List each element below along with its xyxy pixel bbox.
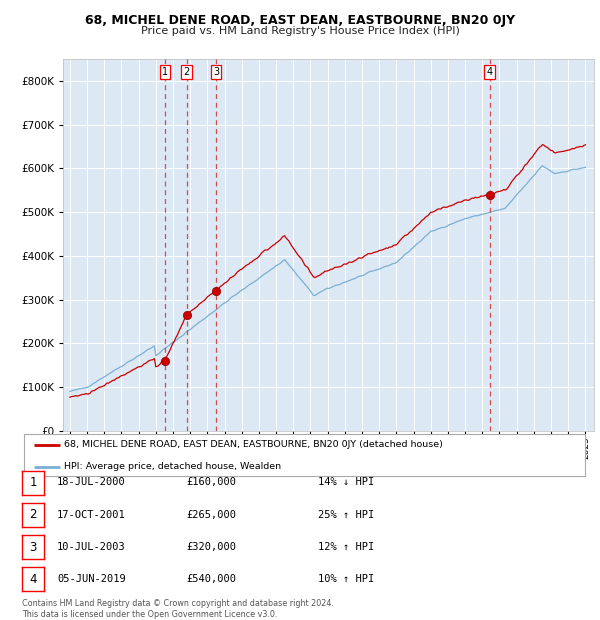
Text: £160,000: £160,000 — [186, 477, 236, 487]
Text: 14% ↓ HPI: 14% ↓ HPI — [318, 477, 374, 487]
Text: 3: 3 — [29, 541, 37, 554]
Text: 05-JUN-2019: 05-JUN-2019 — [57, 574, 126, 584]
Text: £265,000: £265,000 — [186, 510, 236, 520]
Text: 25% ↑ HPI: 25% ↑ HPI — [318, 510, 374, 520]
Text: 1: 1 — [29, 476, 37, 489]
Text: £540,000: £540,000 — [186, 574, 236, 584]
Text: Contains HM Land Registry data © Crown copyright and database right 2024.
This d: Contains HM Land Registry data © Crown c… — [22, 598, 334, 619]
Text: 4: 4 — [487, 67, 493, 77]
Text: 2: 2 — [184, 67, 190, 77]
Text: 2: 2 — [29, 508, 37, 521]
Text: 12% ↑ HPI: 12% ↑ HPI — [318, 542, 374, 552]
Text: 10% ↑ HPI: 10% ↑ HPI — [318, 574, 374, 584]
Text: 68, MICHEL DENE ROAD, EAST DEAN, EASTBOURNE, BN20 0JY: 68, MICHEL DENE ROAD, EAST DEAN, EASTBOU… — [85, 14, 515, 27]
Text: £320,000: £320,000 — [186, 542, 236, 552]
Text: HPI: Average price, detached house, Wealden: HPI: Average price, detached house, Weal… — [64, 463, 281, 471]
Text: 1: 1 — [162, 67, 168, 77]
Text: 18-JUL-2000: 18-JUL-2000 — [57, 477, 126, 487]
Text: 10-JUL-2003: 10-JUL-2003 — [57, 542, 126, 552]
Text: Price paid vs. HM Land Registry's House Price Index (HPI): Price paid vs. HM Land Registry's House … — [140, 26, 460, 36]
Text: 17-OCT-2001: 17-OCT-2001 — [57, 510, 126, 520]
Text: 4: 4 — [29, 573, 37, 586]
Text: 68, MICHEL DENE ROAD, EAST DEAN, EASTBOURNE, BN20 0JY (detached house): 68, MICHEL DENE ROAD, EAST DEAN, EASTBOU… — [64, 440, 443, 449]
Text: 3: 3 — [213, 67, 220, 77]
